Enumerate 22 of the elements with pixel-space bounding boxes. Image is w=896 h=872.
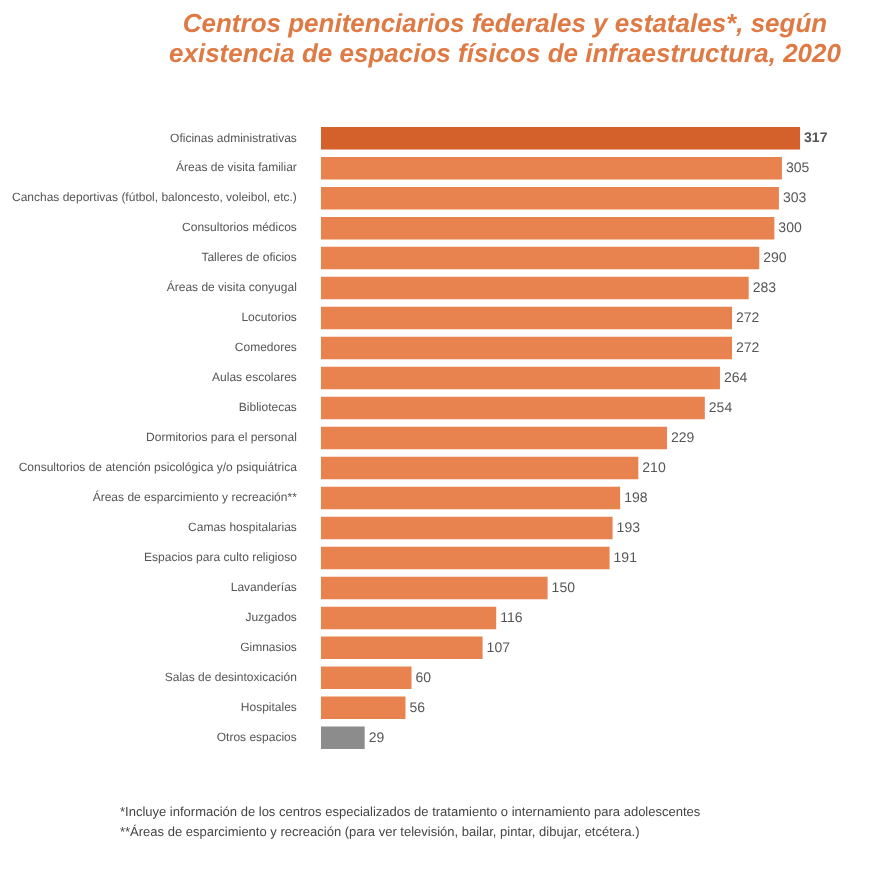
bar	[320, 696, 406, 720]
bar	[320, 216, 775, 240]
bar	[320, 636, 483, 660]
bar	[320, 156, 782, 180]
bar	[320, 366, 720, 390]
bar	[320, 306, 733, 330]
bar	[320, 456, 639, 480]
bar	[320, 126, 801, 150]
bar	[320, 546, 610, 570]
bar	[320, 336, 733, 360]
bar	[320, 486, 621, 510]
bar	[320, 276, 749, 300]
bar	[320, 246, 760, 270]
bar	[320, 396, 705, 420]
bar	[320, 726, 365, 750]
bar	[320, 516, 613, 540]
bar	[320, 666, 412, 690]
bar	[320, 606, 497, 630]
bar	[320, 576, 548, 600]
bar	[320, 186, 779, 210]
bar	[320, 426, 668, 450]
chart-title: Centros penitenciarios federales y estatales*, según existencia de espacios físicos de infraestructura, 2020	[167, 8, 843, 68]
